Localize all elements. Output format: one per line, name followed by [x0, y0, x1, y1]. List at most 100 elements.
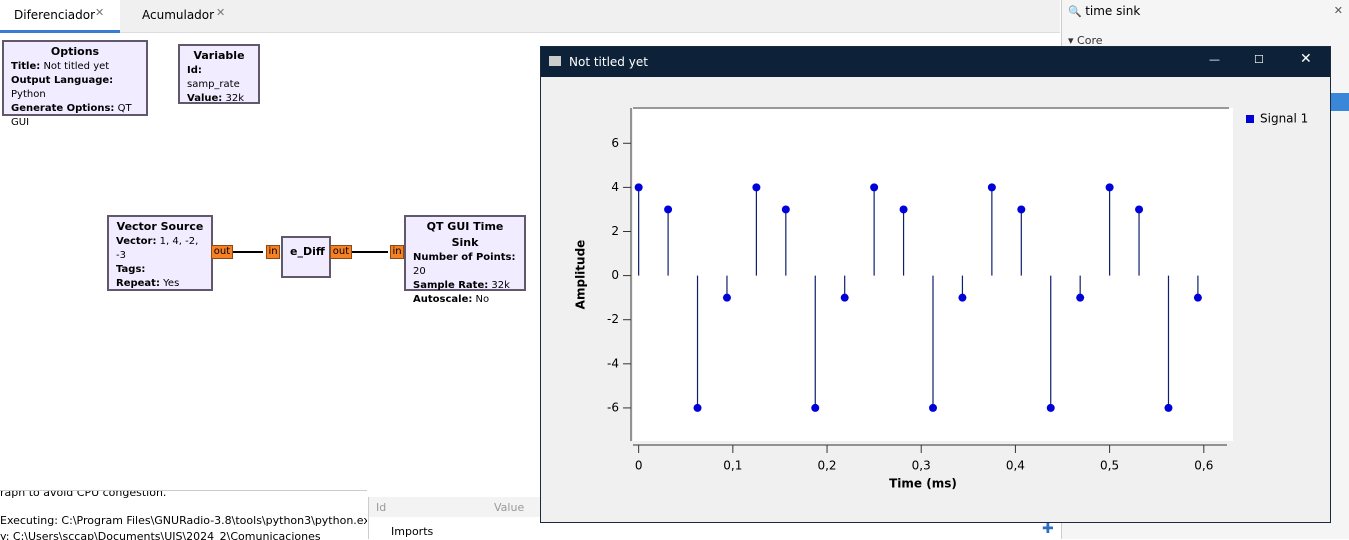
- block[interactable]: Options Title: Not titled yet Output Langu…: [2, 40, 148, 128]
- param-key: Output Language:: [11, 75, 114, 86]
- param-key: Id:: [187, 65, 202, 76]
- x-tick-label: 0,5: [1100, 459, 1119, 473]
- y-tick-label: -6: [607, 400, 619, 414]
- console: raph to avoid CPU congestion. Executing:…: [0, 490, 367, 540]
- stem-marker: [634, 183, 643, 192]
- port[interactable]: out: [330, 245, 352, 259]
- tree-label: Core: [1077, 34, 1103, 47]
- stem-marker: [899, 205, 908, 214]
- y-axis-label: Amplitude: [574, 240, 588, 310]
- param-key: Sample Rate:: [413, 280, 489, 291]
- stem-marker: [1164, 403, 1173, 412]
- param-value: QT GUI: [11, 103, 132, 128]
- param-value: Not titled yet: [43, 61, 110, 72]
- param: Id: samp_rate: [187, 64, 251, 92]
- param-value: 1, 4, -2, -3: [116, 236, 199, 261]
- stem-marker: [1105, 183, 1114, 192]
- param: Value: 32k: [187, 92, 251, 106]
- param: Vector: 1, 4, -2, -3: [116, 235, 204, 263]
- param-value: 32k: [225, 93, 244, 104]
- x-tick-label: 0,6: [1194, 459, 1213, 473]
- console-line: y: C:\Users\sccap\Documents\UIS\2024_2\C…: [0, 530, 321, 540]
- block[interactable]: Variable Id: samp_rate Value: 32k: [178, 44, 260, 104]
- selection: [1330, 93, 1349, 111]
- param-value: Python: [11, 89, 46, 100]
- param-value: No: [475, 294, 490, 305]
- row-label: Imports: [391, 525, 434, 538]
- param-value: 32k: [491, 280, 510, 291]
- param-value: samp_rate: [187, 79, 240, 90]
- stem-marker: [811, 403, 820, 412]
- minimize[interactable]: —: [1209, 53, 1220, 66]
- stem-marker: [870, 183, 879, 192]
- param: Generate Options: QT GUI: [11, 102, 139, 130]
- block-title: Variable: [193, 49, 245, 62]
- block-title: Options: [50, 45, 100, 58]
- connection: [352, 251, 388, 253]
- stem-marker: [752, 183, 761, 192]
- param: Tags:: [116, 263, 204, 277]
- x-tick-label: 0,4: [1006, 459, 1025, 473]
- tab-label: Diferenciador: [14, 8, 96, 22]
- close[interactable]: ✕: [1300, 51, 1312, 67]
- stem-marker: [987, 183, 996, 192]
- column-header: Id: [376, 501, 387, 514]
- search-box[interactable]: 🔍 time sink ✕: [1068, 4, 1343, 18]
- port[interactable]: in: [390, 245, 404, 259]
- stem-marker: [958, 293, 967, 302]
- stem-marker: [1046, 403, 1055, 412]
- x-axis-label: Time (ms): [889, 477, 957, 491]
- stem-marker: [840, 293, 849, 302]
- tab-bar: [0, 0, 1060, 33]
- param-key: Value:: [187, 93, 223, 104]
- stem-marker: [781, 205, 790, 214]
- console-line: raph to avoid CPU congestion.: [0, 490, 167, 499]
- block[interactable]: Vector Source Vector: 1, 4, -2, -3 Tags: R…: [107, 215, 213, 291]
- param-key: Autoscale:: [413, 294, 473, 305]
- x-tick-label: 0,2: [817, 459, 836, 473]
- param: Title: Not titled yet: [11, 60, 139, 74]
- column-header: Value: [494, 501, 525, 514]
- param: Repeat: Yes: [116, 277, 204, 291]
- block[interactable]: QT GUI Time Sink Number of Points: 20 Samp…: [404, 215, 526, 305]
- param-key: Number of Points:: [413, 252, 516, 263]
- param-key: Vector:: [116, 236, 157, 247]
- param: Autoscale: No: [413, 293, 517, 307]
- block-title: QT GUI Time Sink: [426, 220, 504, 249]
- param: Number of Points: 20: [413, 251, 517, 279]
- y-tick-label: -4: [607, 356, 619, 370]
- block[interactable]: e_Diff: [281, 236, 331, 278]
- x-tick-label: 0: [635, 459, 643, 473]
- tab[interactable]: Diferenciador ✕: [0, 0, 120, 33]
- port[interactable]: out: [211, 245, 233, 259]
- tab[interactable]: Acumulador ✕: [142, 6, 226, 22]
- y-tick-label: 6: [611, 136, 619, 150]
- window-title: Not titled yet: [569, 55, 648, 69]
- console-line: Executing: C:\Program Files\GNURadio-3.8…: [0, 514, 367, 527]
- param-key: Tags:: [116, 264, 146, 275]
- stem-marker: [1017, 205, 1026, 214]
- y-tick-label: 2: [611, 224, 619, 238]
- stem-marker: [693, 403, 702, 412]
- tab-label: Acumulador: [142, 8, 215, 22]
- port[interactable]: in: [266, 245, 280, 259]
- connection: [233, 251, 263, 253]
- y-tick-label: 0: [611, 268, 619, 282]
- stem-marker: [1076, 293, 1085, 302]
- stem-marker: [664, 205, 673, 214]
- chart: -6 -4 -2 0 2 4 6 0 0,1 0,2 0,3 0,4 0,5 0,6 Time (ms) Am…: [574, 107, 1308, 491]
- param-value: Yes: [163, 278, 180, 289]
- tree-item[interactable]: ▾ Core: [1068, 34, 1103, 47]
- stem-marker: [722, 293, 731, 302]
- param-value: 20: [413, 266, 426, 277]
- stem-marker: [1193, 293, 1202, 302]
- y-tick-label: 4: [611, 180, 619, 194]
- block-title: e_Diff: [290, 245, 325, 258]
- legend-swatch: [1246, 115, 1254, 123]
- maximize[interactable]: ☐: [1254, 53, 1264, 66]
- param-key: Title:: [11, 61, 41, 72]
- param-key: Generate Options:: [11, 103, 115, 114]
- x-tick-label: 0,1: [723, 459, 742, 473]
- title-bar: Not titled yet — ☐ ✕: [541, 47, 1330, 77]
